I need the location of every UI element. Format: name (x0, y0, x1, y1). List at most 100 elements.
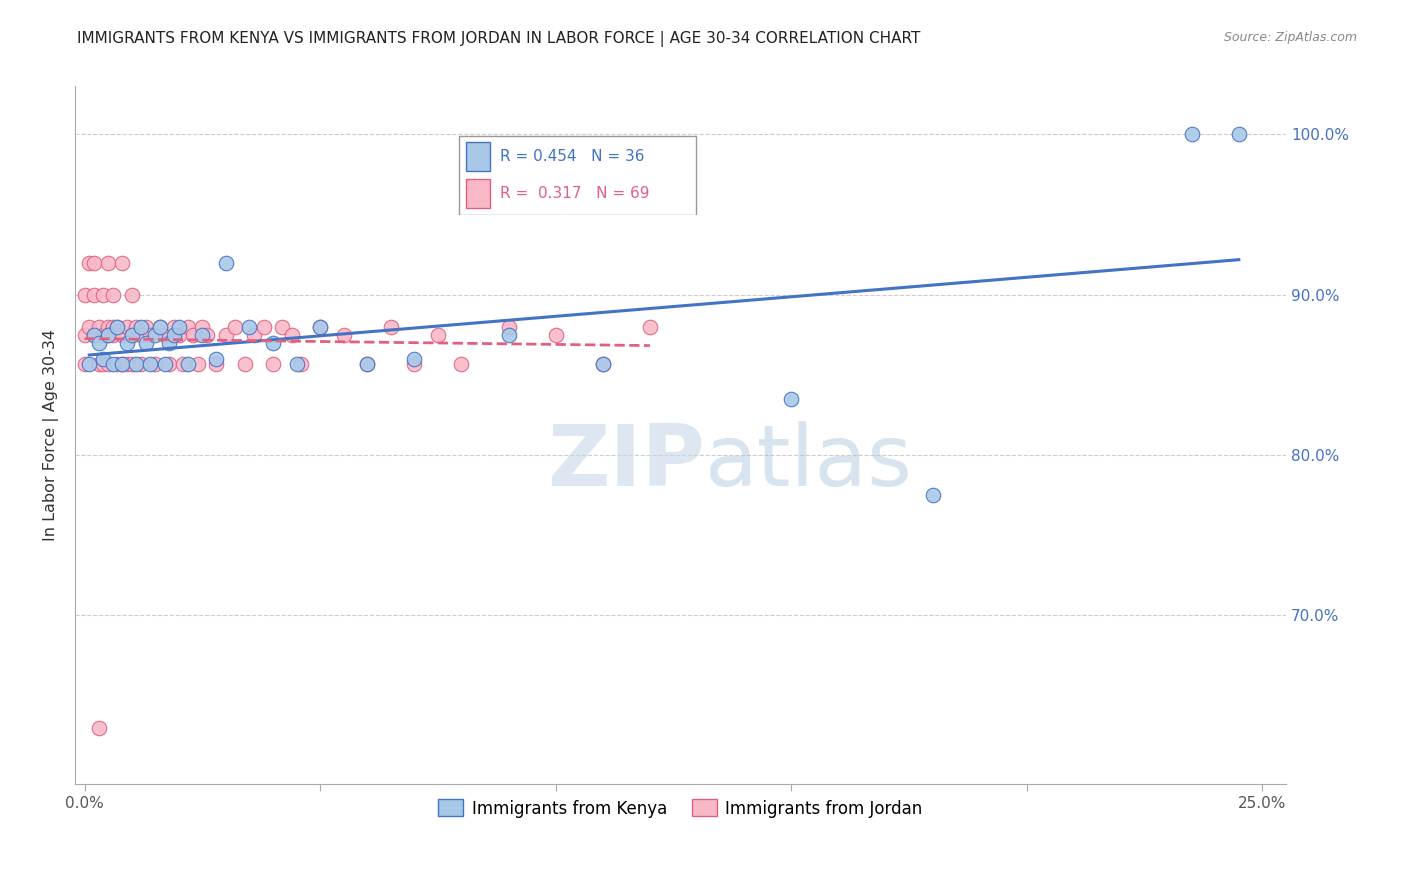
Point (167, 319, 190, 334)
Point (93, 287, 115, 301)
Point (309, 319, 332, 334)
Point (780, 392, 803, 406)
Point (380, 319, 402, 334)
Point (97, 256, 120, 270)
Point (101, 357, 124, 371)
Point (111, 256, 134, 270)
Point (83, 256, 105, 270)
Text: ZIP: ZIP (547, 421, 704, 505)
Point (139, 357, 162, 371)
Point (87, 319, 110, 334)
Point (111, 357, 134, 371)
Point (115, 335, 138, 350)
Point (224, 319, 246, 334)
Point (143, 357, 166, 371)
Point (153, 357, 176, 371)
Point (101, 327, 124, 342)
Point (450, 357, 472, 371)
Point (592, 357, 614, 371)
Point (93, 357, 115, 371)
Point (215, 256, 238, 270)
Point (149, 319, 172, 334)
Point (121, 357, 143, 371)
Point (163, 327, 186, 342)
Point (290, 357, 312, 371)
Point (157, 357, 180, 371)
Point (163, 319, 186, 334)
Point (167, 327, 190, 342)
Point (191, 327, 214, 342)
Point (101, 287, 124, 301)
Point (191, 319, 214, 334)
Point (125, 319, 148, 334)
Point (498, 319, 520, 334)
Point (129, 327, 152, 342)
Point (153, 327, 176, 342)
Text: atlas: atlas (704, 421, 912, 505)
Point (233, 357, 256, 371)
Point (195, 327, 218, 342)
Point (87, 335, 110, 350)
Point (426, 327, 449, 342)
Point (309, 319, 332, 334)
Point (921, 488, 943, 502)
Point (107, 357, 129, 371)
Point (215, 327, 238, 342)
Point (73, 357, 96, 371)
Point (107, 319, 129, 334)
Point (356, 357, 378, 371)
Point (93, 327, 115, 342)
Point (129, 319, 152, 334)
Point (544, 327, 567, 342)
Point (1181, 128, 1204, 142)
Point (135, 335, 157, 350)
Y-axis label: In Labor Force | Age 30-34: In Labor Force | Age 30-34 (44, 329, 59, 541)
Point (205, 351, 228, 366)
Point (149, 319, 172, 334)
Point (129, 357, 152, 371)
Point (638, 319, 661, 334)
Point (172, 357, 194, 371)
Point (115, 319, 138, 334)
Point (93, 351, 115, 366)
Point (97, 327, 120, 342)
Point (262, 357, 284, 371)
Point (332, 327, 354, 342)
Point (157, 335, 180, 350)
Point (111, 357, 134, 371)
Point (135, 319, 157, 334)
Point (238, 319, 260, 334)
Point (73, 287, 96, 301)
Point (498, 327, 520, 342)
Point (205, 357, 228, 371)
Point (404, 351, 426, 366)
Point (111, 327, 134, 342)
Point (101, 319, 124, 334)
Point (177, 319, 200, 334)
Point (87, 721, 110, 735)
Point (77, 256, 100, 270)
Point (252, 319, 274, 334)
Text: IMMIGRANTS FROM KENYA VS IMMIGRANTS FROM JORDAN IN LABOR FORCE | AGE 30-34 CORRE: IMMIGRANTS FROM KENYA VS IMMIGRANTS FROM… (77, 31, 921, 47)
Point (187, 357, 209, 371)
Point (97, 357, 120, 371)
Point (87, 357, 110, 371)
Point (107, 319, 129, 334)
Point (121, 327, 143, 342)
Point (121, 287, 143, 301)
Point (83, 327, 105, 342)
Point (243, 327, 266, 342)
Legend: Immigrants from Kenya, Immigrants from Jordan: Immigrants from Kenya, Immigrants from J… (432, 793, 929, 824)
Point (83, 327, 105, 342)
Point (181, 327, 204, 342)
Text: Source: ZipAtlas.com: Source: ZipAtlas.com (1223, 31, 1357, 45)
Point (262, 335, 284, 350)
Point (404, 357, 426, 371)
Point (285, 357, 308, 371)
Point (121, 327, 143, 342)
Point (356, 357, 378, 371)
Point (77, 357, 100, 371)
Point (77, 319, 100, 334)
Point (125, 357, 148, 371)
Point (143, 327, 166, 342)
